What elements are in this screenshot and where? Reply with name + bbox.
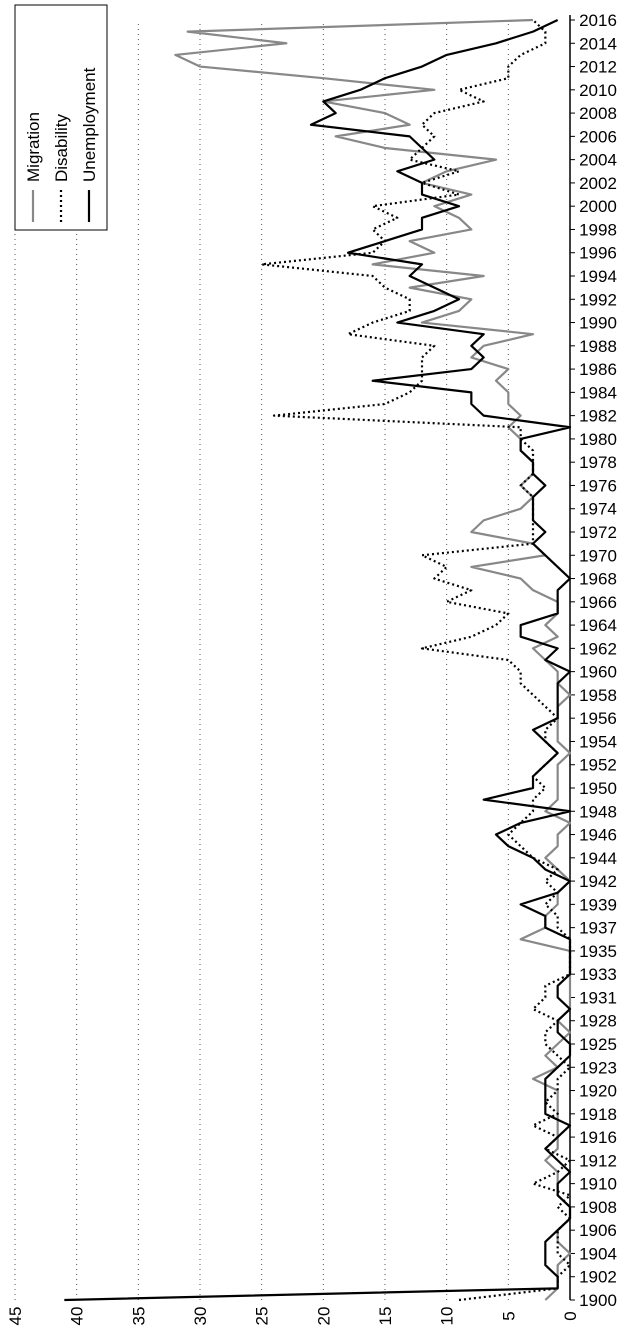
legend-label: Unemployment [80, 67, 99, 182]
x-tick-label: 1902 [579, 1268, 617, 1287]
x-tick-label: 2006 [579, 127, 617, 146]
x-tick-label: 1928 [579, 1012, 617, 1031]
x-tick-label: 1994 [579, 267, 617, 286]
y-tick-label: 0 [561, 1311, 580, 1320]
x-tick-label: 1974 [579, 500, 617, 519]
x-tick-label: 1982 [579, 407, 617, 426]
x-tick-label: 1910 [579, 1175, 617, 1194]
series-line [174, 18, 572, 1301]
y-tick-label: 25 [253, 1307, 272, 1326]
rotated-plot: 0 5 10 15 20 25 30 35 40 45 1900 1902 1904 1906 1908 19… [6, 4, 617, 1326]
x-tick-label: 1964 [579, 616, 617, 635]
x-tick-label: 1968 [579, 570, 617, 589]
x-tick-label: 1937 [579, 919, 617, 938]
x-tick-label: 1925 [579, 1035, 617, 1054]
x-tick-label: 1998 [579, 220, 617, 239]
x-tick-label: 1912 [579, 1151, 617, 1170]
y-tick-label: 35 [129, 1307, 148, 1326]
x-tick-label: 1931 [579, 988, 617, 1007]
x-tick-label: 1990 [579, 314, 617, 333]
y-tick-label: 30 [191, 1307, 210, 1326]
x-tick-label: 1950 [579, 779, 617, 798]
x-tick-label: 1992 [579, 290, 617, 309]
x-tick-label: 1962 [579, 639, 617, 658]
x-tick-label: 1906 [579, 1221, 617, 1240]
x-tick-label: 1920 [579, 1082, 617, 1101]
x-tick-label: 1972 [579, 523, 617, 542]
y-tick-label: 20 [314, 1307, 333, 1326]
x-tick-label: 1966 [579, 593, 617, 612]
x-tick-label: 1942 [579, 872, 617, 891]
y-tick-label: 45 [6, 1307, 25, 1326]
y-tick-label: 40 [68, 1307, 87, 1326]
x-tick-label: 1904 [579, 1244, 617, 1263]
x-tick-label: 1935 [579, 942, 617, 961]
legend-box [14, 4, 108, 231]
x-tick-label: 1954 [579, 732, 617, 751]
x-tick-label: 1923 [579, 1058, 617, 1077]
x-tick-label: 1996 [579, 244, 617, 263]
x-tick-label: 2002 [579, 174, 617, 193]
y-tick-label: 15 [376, 1307, 395, 1326]
x-tick-label: 2014 [579, 34, 617, 53]
x-tick-label: 1946 [579, 826, 617, 845]
x-tick-label: 2010 [579, 81, 617, 100]
x-tick-label: 1933 [579, 965, 617, 984]
x-tick-label: 1900 [579, 1291, 617, 1310]
x-tick-label: 1978 [579, 453, 617, 472]
x-tick-label: 1939 [579, 895, 617, 914]
x-tick-label: 1980 [579, 430, 617, 449]
x-tick-label: 1970 [579, 546, 617, 565]
x-tick-label: 1988 [579, 337, 617, 356]
x-tick-label: 1916 [579, 1128, 617, 1147]
x-tick-label: 1960 [579, 663, 617, 682]
series-line [64, 19, 572, 1302]
x-tick-label: 2004 [579, 151, 617, 170]
x-tick-label: 2008 [579, 104, 617, 123]
x-tick-label: 1958 [579, 686, 617, 705]
legend-label: Migration [24, 112, 43, 182]
x-tick-label: 1944 [579, 849, 617, 868]
legend-label: Disability [52, 113, 71, 182]
x-tick-label: 1984 [579, 383, 617, 402]
x-tick-label: 1956 [579, 709, 617, 728]
x-tick-label: 1908 [579, 1198, 617, 1217]
x-tick-label: 1976 [579, 476, 617, 495]
x-tick-label: 1986 [579, 360, 617, 379]
x-tick-label: 2012 [579, 58, 617, 77]
x-tick-label: 2000 [579, 197, 617, 216]
y-tick-label: 10 [438, 1307, 457, 1326]
series-line [260, 19, 572, 1302]
x-tick-label: 1952 [579, 756, 617, 775]
x-tick-label: 1918 [579, 1105, 617, 1124]
x-tick-label: 2016 [579, 11, 617, 30]
y-tick-label: 5 [499, 1311, 518, 1320]
x-tick-label: 1948 [579, 802, 617, 821]
